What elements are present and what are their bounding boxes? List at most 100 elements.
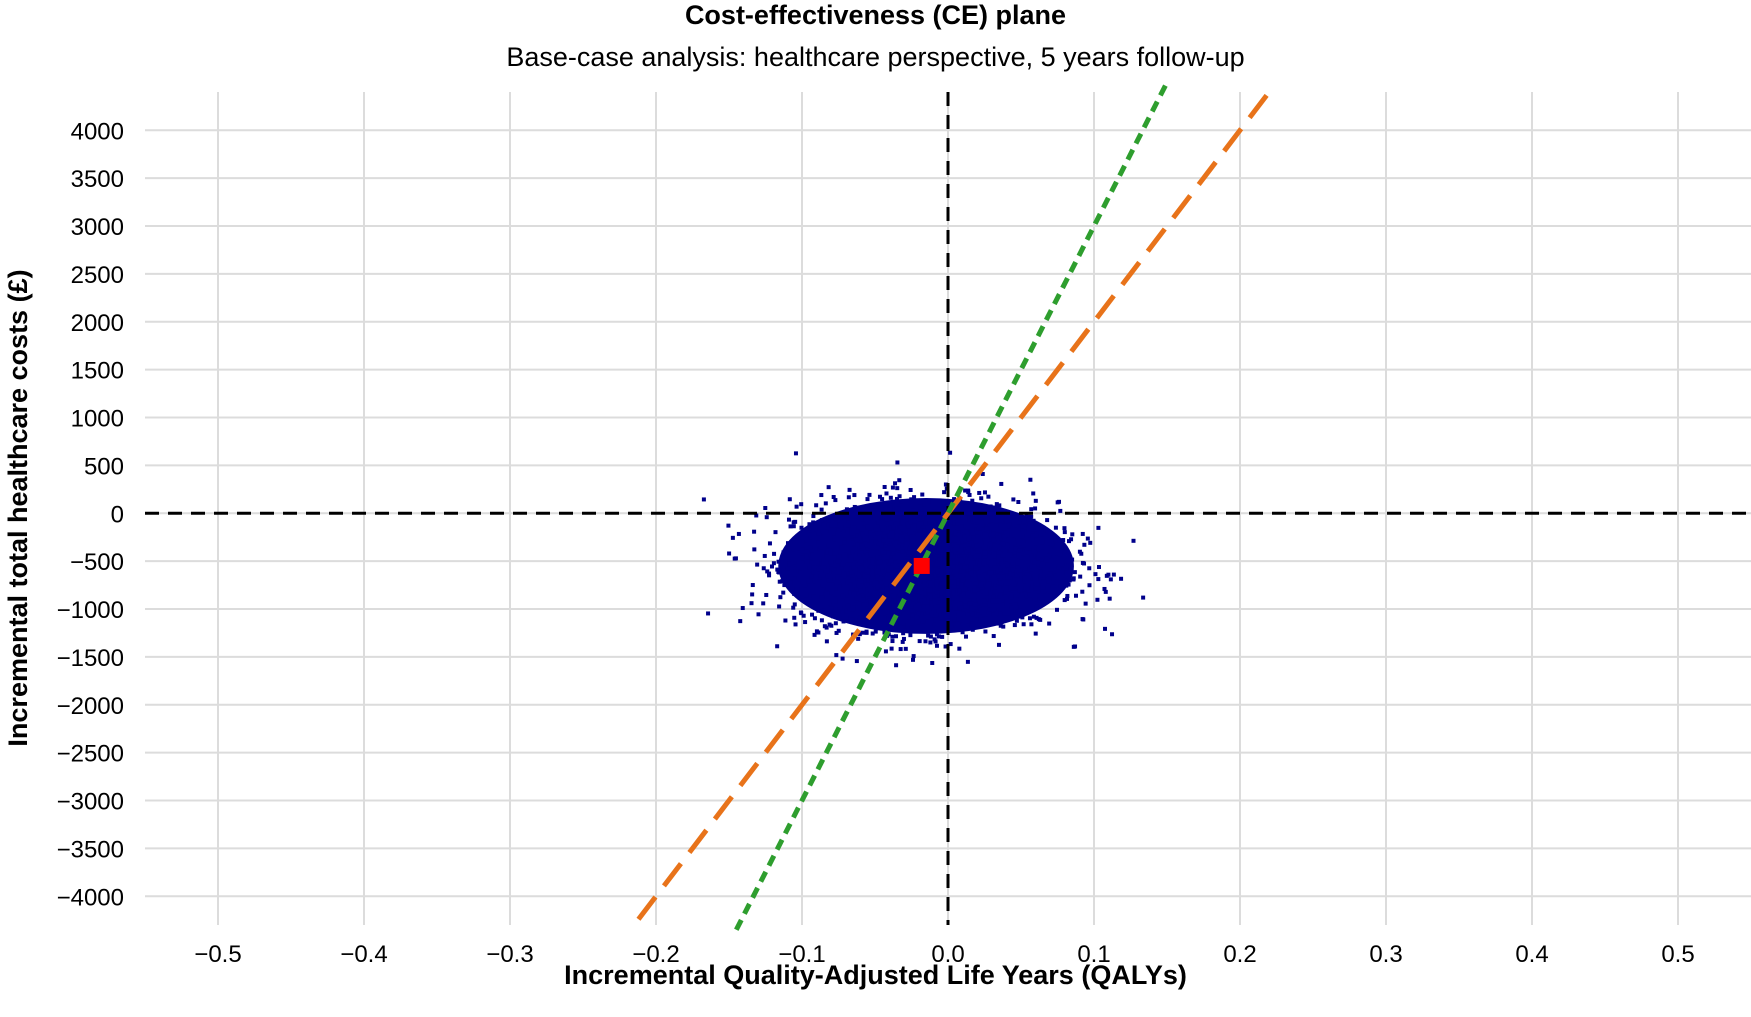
scatter-point [1007,591,1012,596]
scatter-point [993,505,998,510]
scatter-point [1033,545,1038,550]
scatter-point [844,615,849,620]
scatter-point [1110,632,1115,637]
scatter-point [955,581,960,586]
scatter-point [870,539,875,544]
scatter-point [965,531,970,536]
scatter-point [961,591,966,596]
scatter-point [1036,547,1041,552]
scatter-point [1073,644,1078,649]
scatter-point [811,520,816,525]
scatter-point [1027,616,1032,621]
scatter-point [1027,537,1032,542]
scatter-point [987,546,992,551]
scatter-point [943,554,948,559]
scatter-point [781,550,786,555]
scatter-point [846,520,851,525]
scatter-point [1054,607,1059,612]
scatter-point [876,541,881,546]
scatter-point [929,595,934,600]
scatter-point [868,561,873,566]
scatter-point [830,582,835,587]
scatter-point [834,630,839,635]
scatter-point [900,549,905,554]
scatter-point [843,552,848,557]
scatter-point [862,558,867,563]
scatter-point [1050,542,1055,547]
scatter-point [860,593,865,598]
scatter-point [1061,566,1066,571]
scatter-point [991,594,996,599]
scatter-point [885,572,890,577]
scatter-point [813,527,818,532]
scatter-point [997,503,1002,508]
scatter-point [796,550,801,555]
scatter-point [1034,604,1039,609]
scatter-point [880,527,885,532]
scatter-point [905,579,910,584]
scatter-point [895,608,900,613]
scatter-point [968,582,973,587]
scatter-point [897,478,902,483]
scatter-point [909,548,914,553]
scatter-point [859,543,864,548]
scatter-point [953,569,958,574]
scatter-point [871,532,876,537]
y-tick-label: −2500 [57,741,124,768]
scatter-point [971,560,976,565]
scatter-point [811,514,816,519]
scatter-point [882,592,887,597]
scatter-point [701,497,706,502]
scatter-point [927,545,932,550]
scatter-point [991,574,996,579]
scatter-point [885,555,890,560]
scatter-point [1085,536,1090,541]
scatter-point [773,530,778,535]
scatter-point [821,608,826,613]
scatter-point [1069,537,1074,542]
scatter-point [783,618,788,623]
scatter-point [882,484,887,489]
scatter-point [887,531,892,536]
scatter-point [923,639,928,644]
scatter-point [895,589,900,594]
scatter-point [954,586,959,591]
scatter-point [754,513,759,518]
scatter-point [875,546,880,551]
scatter-point [921,525,926,530]
scatter-point [941,587,946,592]
x-tick-label: −0.5 [194,941,241,968]
scatter-point [977,574,982,579]
scatter-point [977,600,982,605]
scatter-point [912,549,917,554]
scatter-point [1047,576,1052,581]
scatter-point [845,571,850,576]
y-tick-label: 3500 [71,166,124,193]
scatter-point [842,572,847,577]
scatter-point [972,588,977,593]
scatter-point [809,560,814,565]
scatter-point [864,531,869,536]
scatter-point [826,543,831,548]
scatter-point [875,585,880,590]
scatter-point [798,570,803,575]
scatter-point [882,525,887,530]
scatter-point [939,581,944,586]
scatter-point [996,550,1001,555]
scatter-point [944,551,949,556]
scatter-point [1006,581,1011,586]
scatter-point [890,558,895,563]
scatter-point [904,541,909,546]
scatter-point [1056,565,1061,570]
scatter-point [845,562,850,567]
scatter-point [913,600,918,605]
scatter-point [839,559,844,564]
scatter-point [919,572,924,577]
threshold-lines [636,81,1275,931]
scatter-point [918,590,923,595]
scatter-point [948,539,953,544]
scatter-point [825,548,830,553]
scatter-point [1013,602,1018,607]
scatter-point [916,552,921,557]
scatter-point [881,503,886,508]
